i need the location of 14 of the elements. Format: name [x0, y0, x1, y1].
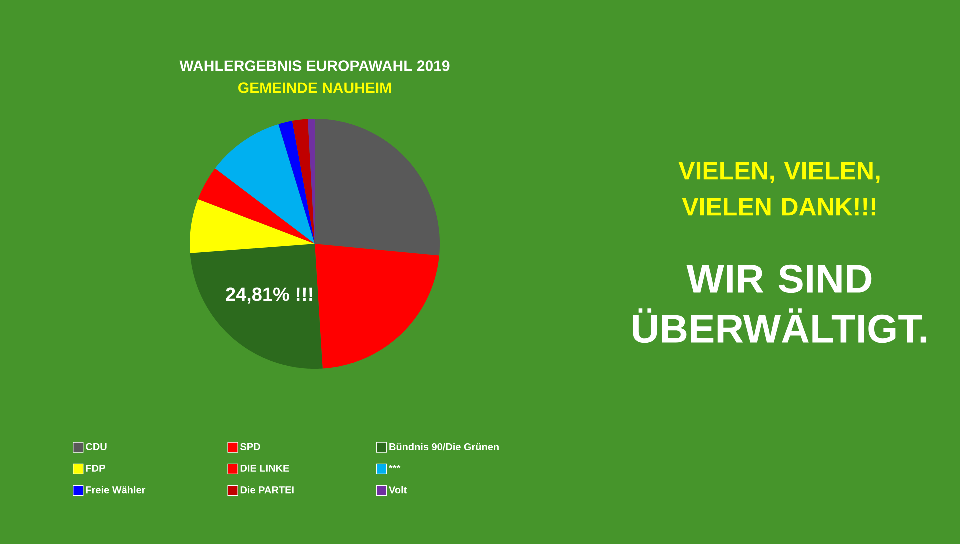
legend-label: Die PARTEI [240, 486, 294, 494]
legend-label: CDU [86, 443, 107, 450]
text: WIR SIND ÜBERWÄLTIGT. [633, 264, 927, 344]
data-label: 24,81% !!! [226, 288, 312, 304]
legend-label: DIE LINKE [240, 464, 290, 472]
legend-label: Volt [389, 486, 408, 494]
legend-label: *** [389, 464, 401, 469]
chart-subtitle: GEMEINDE NAUHEIM [238, 82, 392, 94]
legend-label: FDP [86, 464, 106, 472]
legend-label: SPD [240, 443, 260, 450]
legend-label: Bündnis 90/Die Grünen [390, 443, 499, 451]
text: VIELEN, VIELEN, VIELEN DANK!!! [678, 162, 880, 216]
chart-title: WAHLERGEBNIS EUROPAWAHL 2019 [180, 60, 450, 72]
legend-label: Freie Wähler [86, 486, 146, 494]
